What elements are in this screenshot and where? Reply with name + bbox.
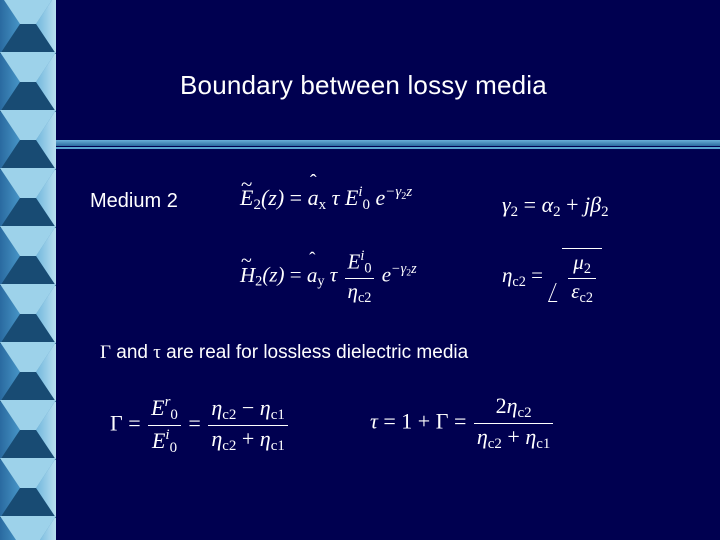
title-area: Boundary between lossy media: [80, 70, 680, 101]
equation-H-field: H2(z) = ay τ Ei0 ηc2 e−γ2z: [240, 248, 417, 306]
rail-wedge: [0, 284, 56, 344]
rail-wedge: [0, 110, 56, 170]
medium-label: Medium 2: [90, 190, 178, 213]
note-text: Γ and τ are real for lossless dielectric…: [100, 342, 468, 364]
rail-wedge: [0, 168, 56, 228]
rail-wedge: [0, 400, 56, 460]
equation-transmission-coeff: τ = 1 + Γ = 2ηc2 ηc2 + ηc1: [370, 394, 555, 453]
equation-gamma: γ2 = α2 + jβ2: [502, 192, 609, 221]
rail-wedge: [0, 0, 56, 54]
equation-eta: ηc2 = μ2 εc2: [502, 248, 602, 306]
rail-wedge: [0, 52, 56, 112]
rail-wedge: [0, 458, 56, 518]
horizontal-rule: [56, 140, 720, 150]
equation-E-field: E2(z) = ax τ Ei0 e−γ2z: [240, 184, 412, 214]
rail-wedge: [0, 342, 56, 402]
rail-wedge: [0, 516, 56, 540]
rail-wedge: [0, 226, 56, 286]
equation-reflection-coeff: Γ = Er0 Ei0 = ηc2 − ηc1 ηc2 + ηc1: [110, 394, 290, 457]
page-title: Boundary between lossy media: [80, 70, 680, 101]
left-decorative-rail: [0, 0, 56, 540]
